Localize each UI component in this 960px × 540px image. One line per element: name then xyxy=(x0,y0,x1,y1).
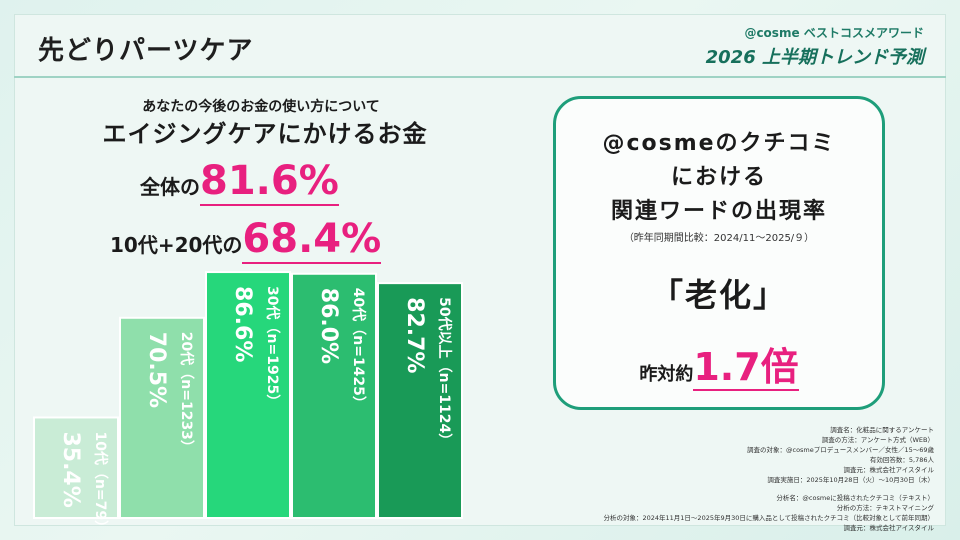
survey-note-line: 調査の対象：@cosmeプロデュースメンバー／女性／15～69歳 xyxy=(747,446,934,454)
value-label-0: 35.4% xyxy=(58,431,83,507)
card-period-note: （昨年同期間比較：2024/11～2025/９） xyxy=(623,233,815,244)
overall-label: 全体の xyxy=(140,175,200,199)
bar-0 xyxy=(33,416,119,519)
value-label-2: 86.6% xyxy=(230,286,255,362)
value-label-3: 86.0% xyxy=(316,288,341,364)
bar-4 xyxy=(377,282,463,519)
survey-topic: エイジングケアにかけるお金 xyxy=(102,120,428,148)
young-stat: 10代+20代の68.4% xyxy=(110,216,382,264)
card-keyword: 「老化」 xyxy=(650,276,787,314)
survey-note-line: 調査元：株式会社アイスタイル xyxy=(843,466,934,474)
card-line-2: における xyxy=(670,165,767,190)
category-label-0: 10代（n=79） xyxy=(92,431,109,534)
category-label-3: 40代（n=1425） xyxy=(350,288,367,410)
page-title: 先どりパーツケア xyxy=(38,36,254,66)
card-ratio-value: 1.7倍 xyxy=(693,345,799,391)
survey-note-line: 有効回答数：5,786人 xyxy=(869,456,934,464)
analysis-note-line: 分析の対象：2024年11月1日～2025年9月30日に購入品として投稿されたク… xyxy=(603,514,934,522)
overall-stat: 全体の81.6% xyxy=(140,158,339,206)
analysis-note-line: 分析名：@cosmeに投稿されたクチコミ（テキスト） xyxy=(776,494,934,502)
survey-note-line: 調査実施日：2025年10月28日（火）～10月30日（木） xyxy=(767,476,934,484)
analysis-note-line: 調査元：株式会社アイスタイル xyxy=(843,524,934,532)
survey-note-line: 調査名：化粧品に関するアンケート xyxy=(830,426,934,434)
card-ratio: 昨対約1.7倍 xyxy=(556,336,882,391)
brand-subtitle: 2026 上半期トレンド予測 xyxy=(705,47,924,68)
category-label-1: 20代（n=1233） xyxy=(178,332,195,454)
category-label-2: 30代（n=1925） xyxy=(264,286,281,408)
value-label-1: 70.5% xyxy=(144,332,169,408)
bar-1 xyxy=(119,316,205,519)
survey-note-line: 調査の方法：アンケート方式（WEB） xyxy=(821,436,934,444)
card-ratio-label: 昨対約 xyxy=(639,364,694,385)
brand-name: @cosme ベストコスメアワード xyxy=(744,26,924,40)
category-label-4: 50代以上（n=1124） xyxy=(436,297,453,447)
overall-value: 81.6% xyxy=(200,158,339,206)
young-value: 68.4% xyxy=(242,216,382,264)
analysis-note-line: 分析の方法：テキストマイニング xyxy=(836,504,934,512)
card-line-1: @cosmeのクチコミ xyxy=(602,131,836,156)
bar-2 xyxy=(205,271,291,519)
card-line-3: 関連ワードの出現率 xyxy=(610,199,827,224)
header-divider xyxy=(14,76,946,78)
bar-3 xyxy=(291,272,377,520)
brand-block: @cosme ベストコスメアワード 2026 上半期トレンド予測 xyxy=(706,24,924,69)
footnotes: 調査名：化粧品に関するアンケート 調査の方法：アンケート方式（WEB） 調査の対… xyxy=(574,425,934,533)
value-label-4: 82.7% xyxy=(402,297,427,373)
survey-question: あなたの今後のお金の使い方について xyxy=(142,99,380,115)
young-label: 10代+20代の xyxy=(110,233,243,257)
keyword-card: @cosmeのクチコミ における 関連ワードの出現率 （昨年同期間比較：2024… xyxy=(553,96,885,410)
